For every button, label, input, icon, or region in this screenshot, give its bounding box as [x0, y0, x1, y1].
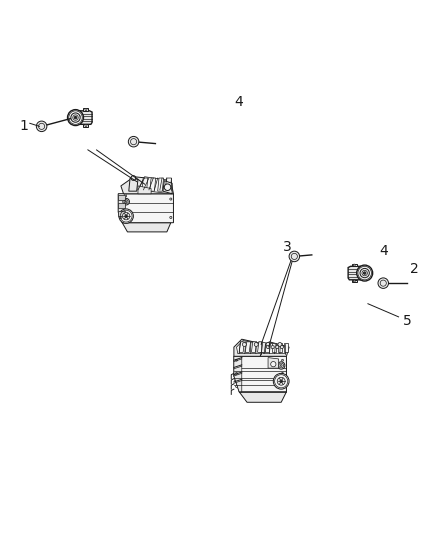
Circle shape	[353, 264, 355, 266]
Circle shape	[236, 373, 237, 374]
Text: 4: 4	[234, 95, 243, 109]
Polygon shape	[272, 343, 276, 352]
Polygon shape	[278, 343, 282, 352]
Polygon shape	[78, 111, 92, 124]
Circle shape	[123, 198, 130, 205]
Circle shape	[242, 343, 246, 346]
Circle shape	[282, 359, 283, 361]
Polygon shape	[260, 342, 289, 356]
Circle shape	[67, 110, 84, 126]
Text: 3: 3	[283, 240, 291, 254]
Polygon shape	[84, 124, 88, 127]
Circle shape	[170, 216, 172, 219]
Circle shape	[119, 209, 133, 223]
Polygon shape	[118, 194, 125, 223]
Circle shape	[120, 216, 122, 219]
Circle shape	[271, 345, 274, 349]
Polygon shape	[265, 343, 269, 352]
Text: 2: 2	[410, 262, 418, 276]
Polygon shape	[150, 178, 156, 191]
Circle shape	[74, 116, 77, 119]
Circle shape	[278, 362, 285, 369]
Circle shape	[362, 270, 367, 276]
Circle shape	[280, 345, 283, 349]
Circle shape	[36, 121, 47, 132]
Polygon shape	[166, 178, 172, 191]
Circle shape	[85, 109, 87, 110]
Circle shape	[266, 345, 270, 349]
Circle shape	[85, 125, 87, 126]
Circle shape	[277, 377, 285, 385]
Polygon shape	[118, 203, 125, 208]
Polygon shape	[234, 339, 265, 356]
Circle shape	[73, 115, 78, 120]
Circle shape	[357, 265, 373, 281]
Polygon shape	[239, 342, 244, 352]
Polygon shape	[138, 186, 151, 194]
Circle shape	[278, 343, 282, 346]
Polygon shape	[258, 342, 263, 352]
Polygon shape	[237, 341, 264, 354]
Circle shape	[131, 176, 136, 180]
Circle shape	[273, 374, 289, 389]
Polygon shape	[121, 177, 173, 194]
Circle shape	[236, 359, 237, 361]
Polygon shape	[129, 178, 138, 191]
Polygon shape	[352, 280, 357, 282]
Circle shape	[128, 136, 139, 147]
Polygon shape	[263, 343, 288, 354]
Circle shape	[280, 365, 282, 366]
Circle shape	[236, 385, 237, 387]
Polygon shape	[268, 358, 279, 368]
Polygon shape	[163, 181, 172, 194]
Circle shape	[75, 117, 76, 118]
Circle shape	[289, 251, 300, 262]
Circle shape	[125, 215, 127, 217]
Text: 4: 4	[379, 244, 388, 258]
Circle shape	[164, 184, 171, 190]
Circle shape	[125, 201, 127, 203]
Circle shape	[364, 272, 365, 273]
Circle shape	[271, 361, 276, 367]
Polygon shape	[234, 356, 286, 392]
Circle shape	[353, 280, 355, 282]
Circle shape	[254, 343, 258, 346]
Circle shape	[123, 213, 130, 220]
Polygon shape	[234, 356, 242, 392]
Circle shape	[266, 343, 270, 346]
Polygon shape	[122, 223, 171, 232]
Circle shape	[71, 113, 80, 122]
Polygon shape	[142, 178, 148, 191]
Polygon shape	[158, 178, 163, 191]
Polygon shape	[352, 264, 357, 266]
Circle shape	[120, 198, 122, 200]
Circle shape	[364, 272, 366, 274]
Polygon shape	[239, 392, 286, 402]
Circle shape	[282, 385, 283, 387]
Polygon shape	[84, 108, 88, 111]
Polygon shape	[118, 211, 125, 216]
Circle shape	[276, 345, 279, 349]
Circle shape	[280, 380, 283, 383]
Polygon shape	[118, 195, 125, 200]
Text: 1: 1	[20, 119, 28, 133]
Circle shape	[170, 198, 172, 200]
Text: 5: 5	[403, 314, 412, 328]
Polygon shape	[259, 342, 268, 352]
Polygon shape	[118, 194, 173, 223]
Circle shape	[378, 278, 389, 288]
Polygon shape	[251, 342, 257, 352]
Circle shape	[282, 373, 283, 374]
Polygon shape	[245, 342, 251, 352]
Polygon shape	[138, 177, 171, 194]
Polygon shape	[284, 343, 288, 352]
Circle shape	[360, 269, 369, 278]
Polygon shape	[348, 266, 362, 280]
